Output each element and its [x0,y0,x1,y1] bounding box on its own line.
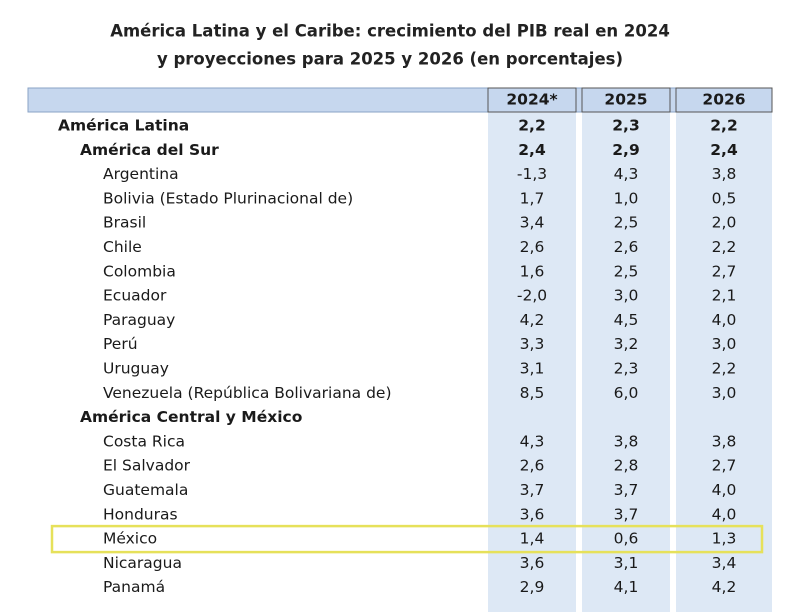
cell-value: 2,0 [712,214,737,232]
cell-value: 4,0 [712,481,737,499]
header-cell [487,87,577,113]
cell-value: 3,8 [712,432,737,450]
cell-value: 1,7 [520,189,545,207]
cell-value: 2,9 [520,578,545,596]
row-label: Argentina [103,165,179,183]
row-label: América del Sur [80,141,219,159]
row-label: Bolivia (Estado Plurinacional de) [103,189,353,207]
cell-value: 2,8 [614,457,639,475]
cell-value: 2,6 [614,238,639,256]
cell-value: 2,5 [614,214,639,232]
cell-value: 2,4 [710,141,738,159]
cell-value: 2,1 [712,287,737,305]
row-label: Colombia [103,262,176,280]
cell-value: 1,0 [614,189,639,207]
cell-value: 4,2 [520,311,545,329]
cell-value: 2,5 [614,262,639,280]
row-label: Costa Rica [103,432,185,450]
row-label: Chile [103,238,142,256]
row-label: Uruguay [103,360,169,378]
cell-value: 0,5 [712,189,737,207]
cell-value: 3,1 [520,360,545,378]
column-bg [582,88,670,612]
cell-value: 3,7 [614,481,639,499]
title: América Latina y el Caribe: crecimiento … [110,22,670,41]
row-label: Honduras [103,505,178,523]
cell-value: -2,0 [517,287,547,305]
cell-value: 3,8 [614,432,639,450]
row-label: Paraguay [103,311,175,329]
cell-value: -1,3 [517,165,547,183]
cell-value: 3,6 [520,505,545,523]
row-label: Brasil [103,214,146,232]
cell-value: 2,6 [520,238,545,256]
cell-value: 2,2 [518,117,545,135]
cell-value: 8,5 [520,384,545,402]
cell-value: 2,7 [712,457,737,475]
cell-value: 3,1 [614,554,639,572]
row-label: Ecuador [103,287,167,305]
column-bg [676,88,772,612]
cell-value: 2,4 [518,141,546,159]
cell-value: 4,5 [614,311,639,329]
highlight-box [50,524,764,554]
column-bg [488,88,576,612]
cell-value: 3,2 [614,335,639,353]
column-header: 2024* [506,91,557,109]
cell-value: 3,7 [520,481,545,499]
cell-value: 4,2 [712,578,737,596]
header-cell [675,87,773,113]
row-label: Perú [103,335,138,353]
cell-value: 4,3 [520,432,545,450]
cell-value: 1,6 [520,262,545,280]
cell-value: 3,0 [712,335,737,353]
cell-value: 3,3 [520,335,545,353]
cell-value: 3,0 [614,287,639,305]
cell-value: 0,6 [614,530,639,548]
row-label: Nicaragua [103,554,182,572]
cell-value: 3,4 [712,554,737,572]
row-label: América Latina [58,117,189,135]
cell-value: 3,6 [520,554,545,572]
cell-value: 2,7 [712,262,737,280]
cell-value: 1,4 [520,530,545,548]
cell-value: 2,2 [712,360,737,378]
cell-value: 6,0 [614,384,639,402]
cell-value: 3,8 [712,165,737,183]
row-label: Venezuela (República Bolivariana de) [103,384,392,402]
column-header: 2025 [604,91,647,109]
row-label: Panamá [103,578,165,596]
title: y proyecciones para 2025 y 2026 (en porc… [157,50,623,69]
cell-value: 3,0 [712,384,737,402]
cell-value: 2,3 [614,360,639,378]
row-label: América Central y México [80,408,302,426]
cell-value: 3,7 [614,505,639,523]
cell-value: 4,0 [712,505,737,523]
header-cell [581,87,671,113]
cell-value: 1,3 [712,530,737,548]
cell-value: 2,2 [712,238,737,256]
cell-value: 2,6 [520,457,545,475]
row-label: El Salvador [103,457,191,475]
header-band [27,87,773,113]
row-label: Guatemala [103,481,188,499]
column-header: 2026 [702,91,745,109]
cell-value: 4,3 [614,165,639,183]
cell-value: 2,9 [612,141,639,159]
cell-value: 3,4 [520,214,545,232]
cell-value: 2,3 [612,117,639,135]
row-label: México [103,530,157,548]
cell-value: 4,0 [712,311,737,329]
cell-value: 4,1 [614,578,639,596]
cell-value: 2,2 [710,117,737,135]
